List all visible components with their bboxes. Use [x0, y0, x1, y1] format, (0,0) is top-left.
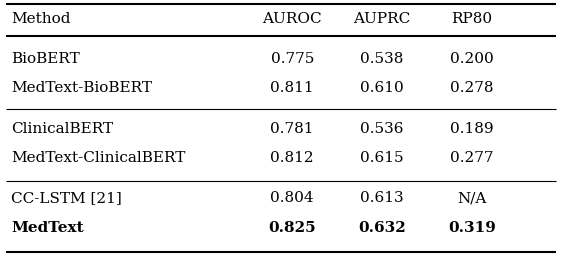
- Text: 0.825: 0.825: [269, 221, 316, 235]
- Text: 0.632: 0.632: [359, 221, 406, 235]
- Text: 0.812: 0.812: [270, 151, 314, 165]
- Text: 0.277: 0.277: [450, 151, 494, 165]
- Text: 0.775: 0.775: [270, 52, 314, 66]
- Text: 0.610: 0.610: [360, 81, 404, 95]
- Text: N/A: N/A: [457, 191, 487, 205]
- Text: 0.189: 0.189: [450, 122, 494, 136]
- Text: 0.319: 0.319: [448, 221, 496, 235]
- Text: BioBERT: BioBERT: [11, 52, 80, 66]
- Text: RP80: RP80: [451, 12, 493, 26]
- Text: MedText-ClinicalBERT: MedText-ClinicalBERT: [11, 151, 185, 165]
- Text: Method: Method: [11, 12, 71, 26]
- Text: 0.781: 0.781: [270, 122, 314, 136]
- Text: 0.613: 0.613: [360, 191, 404, 205]
- Text: 0.615: 0.615: [360, 151, 404, 165]
- Text: 0.200: 0.200: [450, 52, 494, 66]
- Text: 0.536: 0.536: [360, 122, 404, 136]
- Text: CC-LSTM [21]: CC-LSTM [21]: [11, 191, 122, 205]
- Text: 0.278: 0.278: [450, 81, 494, 95]
- Text: ClinicalBERT: ClinicalBERT: [11, 122, 114, 136]
- Text: AUPRC: AUPRC: [353, 12, 411, 26]
- Text: 0.811: 0.811: [270, 81, 314, 95]
- Text: 0.804: 0.804: [270, 191, 314, 205]
- Text: MedText-BioBERT: MedText-BioBERT: [11, 81, 152, 95]
- Text: MedText: MedText: [11, 221, 84, 235]
- Text: 0.538: 0.538: [360, 52, 404, 66]
- Text: AUROC: AUROC: [262, 12, 322, 26]
